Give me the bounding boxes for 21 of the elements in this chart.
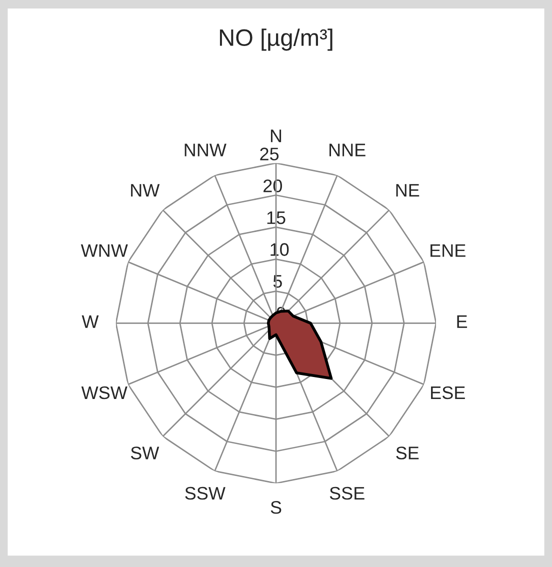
spoke-label: E xyxy=(457,315,468,328)
spoke-label: SE xyxy=(396,446,419,460)
y-tick-label: 25 xyxy=(260,148,279,160)
spoke-label: WNW xyxy=(80,244,128,257)
chart-title: NO [µg/m³] xyxy=(220,28,332,51)
spoke-label: NW xyxy=(131,184,160,196)
spoke-label: NNW xyxy=(184,144,226,156)
y-tick-label: 10 xyxy=(270,243,289,256)
spoke-label: NNE xyxy=(330,144,366,156)
spoke-label: W xyxy=(82,315,99,328)
spoke-label: SSW xyxy=(185,486,226,500)
y-tick-label: 20 xyxy=(264,179,282,192)
spoke-label: N xyxy=(270,130,282,142)
spoke-label: NE xyxy=(396,184,420,196)
spoke-label: SW xyxy=(130,446,160,460)
spoke-label: WSW xyxy=(81,386,128,400)
spoke-label: S xyxy=(270,501,282,514)
spoke-label: ESE xyxy=(431,386,465,400)
spoke-label: ENE xyxy=(430,244,466,257)
spoke-label: SSE xyxy=(330,486,364,500)
y-tick-label: 15 xyxy=(267,212,286,224)
